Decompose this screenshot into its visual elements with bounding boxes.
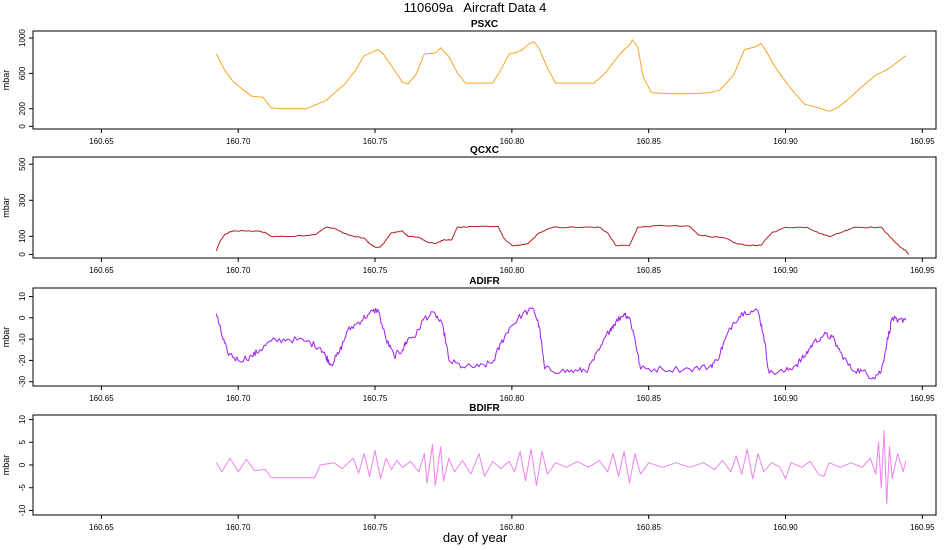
x-tick-label: 160.90 — [773, 523, 798, 532]
y-axis-label: mbar — [1, 455, 11, 476]
x-tick-label: 160.90 — [773, 394, 798, 403]
x-tick-label: 160.75 — [363, 137, 388, 146]
x-tick-label: 160.65 — [89, 266, 114, 275]
y-axis-label: mbar — [1, 327, 11, 348]
y-tick-label: -20 — [18, 354, 27, 366]
y-tick-label: 300 — [18, 193, 27, 207]
x-tick-label: 160.75 — [363, 523, 388, 532]
y-tick-label: 5 — [18, 439, 27, 444]
x-tick-label: 160.65 — [89, 394, 114, 403]
plot-frame — [32, 287, 937, 387]
y-tick-label: -5 — [18, 484, 27, 492]
panel-title: BDIFR — [469, 403, 500, 414]
x-tick-label: 160.90 — [773, 266, 798, 275]
x-tick-label: 160.85 — [636, 523, 661, 532]
y-tick-label: 0 — [18, 252, 27, 257]
y-tick-label: -10 — [18, 504, 27, 516]
series-line-qcxc — [215, 224, 909, 255]
y-axis-label: mbar — [1, 197, 11, 218]
y-tick-label: 600 — [18, 66, 27, 80]
y-axis-label: mbar — [1, 70, 11, 91]
y-tick-label: 10 — [18, 415, 27, 424]
x-tick-label: 160.95 — [910, 137, 935, 146]
series-line-bdifr — [215, 430, 907, 505]
series-line-psxc — [215, 39, 907, 112]
series-line-adifr — [215, 307, 907, 380]
x-tick-label: 160.70 — [226, 137, 251, 146]
panel-title: ADIFR — [469, 276, 500, 287]
y-tick-label: 0 — [18, 124, 27, 129]
panel-qcxc: QCXC mbar 0 100 300 500 160.65 160.70 160.75 160.… — [1, 145, 937, 275]
x-tick-label: 160.80 — [500, 266, 525, 275]
x-tick-label: 160.65 — [89, 137, 114, 146]
y-tick-label: 200 — [18, 101, 27, 115]
y-tick-label: 1000 — [18, 29, 27, 47]
x-tick-label: 160.70 — [226, 394, 251, 403]
x-tick-label: 160.90 — [773, 137, 798, 146]
x-tick-label: 160.75 — [363, 394, 388, 403]
x-tick-label: 160.75 — [363, 266, 388, 275]
x-tick-label: 160.85 — [636, 394, 661, 403]
panel-title: QCXC — [470, 145, 499, 156]
x-tick-label: 160.85 — [636, 266, 661, 275]
y-tick-label: -30 — [18, 375, 27, 387]
panel-psxc: PSXC mbar 0 200 600 1000 160.65 160.70 160.75 160… — [1, 19, 937, 146]
x-tick-label: 160.80 — [500, 394, 525, 403]
x-tick-label: 160.95 — [910, 394, 935, 403]
y-tick-label: 0 — [18, 462, 27, 467]
panel-bdifr: BDIFR mbar -10 -5 0 5 10 160.65 160.70 160.75 160.… — [1, 403, 937, 532]
panel-title: PSXC — [471, 19, 498, 30]
x-tick-label: 160.70 — [226, 523, 251, 532]
panel-adifr: ADIFR mbar -30 -20 -10 0 10 160.65 160.70 160.75 1… — [1, 276, 937, 403]
y-tick-label: -10 — [18, 333, 27, 345]
x-tick-label: 160.95 — [910, 266, 935, 275]
x-tick-label: 160.65 — [89, 523, 114, 532]
y-tick-label: 100 — [18, 229, 27, 243]
x-tick-label: 160.80 — [500, 137, 525, 146]
plot-frame — [32, 414, 937, 516]
plot-frame — [32, 156, 937, 259]
x-tick-label: 160.70 — [226, 266, 251, 275]
x-tick-label: 160.85 — [636, 137, 661, 146]
page-title: 110609a Aircraft Data 4 — [403, 0, 547, 15]
y-tick-label: 10 — [18, 292, 27, 301]
y-tick-label: 0 — [18, 315, 27, 320]
x-tick-label: 160.95 — [910, 523, 935, 532]
plot-frame — [32, 30, 937, 130]
x-tick-label: 160.80 — [500, 523, 525, 532]
x-axis-label: day of year — [442, 530, 508, 545]
y-tick-label: 500 — [18, 157, 27, 171]
